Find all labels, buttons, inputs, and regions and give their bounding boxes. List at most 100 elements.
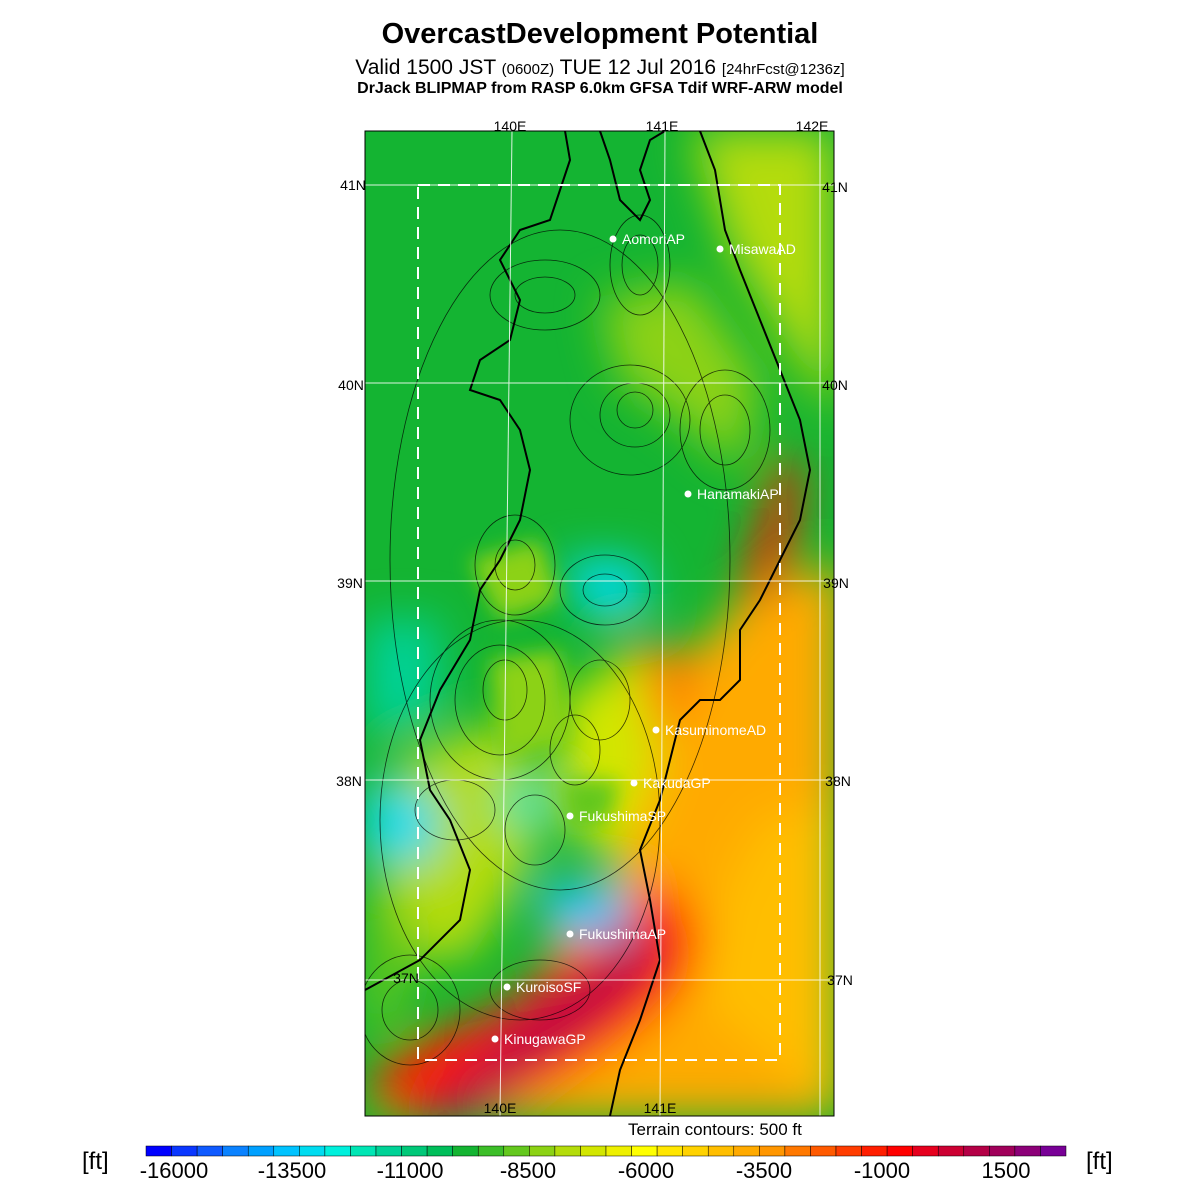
colorbar-unit-right: [ft] [1086, 1148, 1113, 1175]
station-marker [609, 235, 617, 243]
colorbar-swatch [912, 1145, 939, 1157]
colorbar-label: -8500 [499, 1158, 557, 1183]
terrain-contour-note: Terrain contours: 500 ft [628, 1120, 802, 1139]
station-fukushimaap: FukushimaAP [566, 926, 666, 942]
colorbar-swatch [324, 1145, 351, 1157]
colorbar-swatch [401, 1145, 428, 1157]
lon-label-142e-top: 142E [796, 118, 829, 134]
lat-lon-grid [365, 131, 834, 1116]
lon-label-140e-bottom: 140E [484, 1100, 517, 1116]
station-kakudagp: KakudaGP [630, 775, 711, 791]
colorbar-swatch [554, 1145, 581, 1157]
colorbar-swatch [503, 1145, 530, 1157]
station-fukushimasp: FukushimaSP [566, 808, 666, 824]
model-description: DrJack BLIPMAP from RASP 6.0km GFSA Tdif… [357, 80, 843, 97]
colorbar-label: 1500 [981, 1158, 1031, 1183]
station-marker [684, 490, 692, 498]
lon-label-141e-top: 141E [646, 118, 679, 134]
colorbar-label: -3500 [735, 1158, 793, 1183]
colorbar-swatch [375, 1145, 402, 1157]
valid-time: Valid 1500 JST [355, 56, 496, 79]
valid-time-subtitle: Valid 1500 JST (0600Z) TUE 12 Jul 2016 [… [0, 56, 1200, 80]
colorbar-swatch [580, 1145, 607, 1157]
colorbar-swatch [835, 1145, 862, 1157]
lat-label-40n-left: 40N [338, 377, 364, 393]
station-label: FukushimaAP [579, 926, 666, 942]
colorbar-swatch [707, 1145, 735, 1157]
colorbar-label: -11000 [376, 1158, 444, 1183]
colorbar-swatch [733, 1145, 760, 1157]
colorbar-swatch [605, 1145, 632, 1157]
colorbar-swatch [963, 1145, 990, 1157]
colorbar-swatch [145, 1145, 172, 1157]
lat-label-38n-left: 38N [336, 773, 362, 789]
colorbar-swatch [1014, 1145, 1041, 1157]
grid-labels: 140E 141E 142E 140E 141E 41N 41N 40N 40N… [336, 118, 853, 1116]
colorbar-swatch [886, 1145, 913, 1157]
colorbar-swatch [810, 1145, 837, 1157]
colorbar-label: -1000 [853, 1158, 911, 1183]
colorbar-swatch [529, 1145, 556, 1157]
station-label: HanamakiAP [697, 486, 779, 502]
colorbar-swatch [171, 1145, 198, 1157]
colorbar [145, 1145, 1067, 1157]
station-label: KasuminomeAD [665, 722, 766, 738]
colorbar-swatch [631, 1145, 658, 1157]
terrain-contours [365, 214, 771, 1066]
colorbar-swatch [784, 1145, 811, 1157]
colorbar-swatch [682, 1145, 709, 1157]
colorbar-swatch [477, 1145, 505, 1157]
station-kuroisosf: KuroisoSF [503, 979, 581, 995]
colorbar-label: -13500 [257, 1158, 327, 1183]
valid-date: TUE 12 Jul 2016 [559, 56, 717, 79]
map-title: OvercastDevelopment Potential [381, 18, 819, 50]
lon-label-141e-bottom: 141E [644, 1100, 677, 1116]
station-marker [491, 1035, 499, 1043]
lon-label-140e-top: 140E [494, 118, 527, 134]
station-marker [566, 812, 574, 820]
station-marker [566, 930, 574, 938]
station-aomoriap: AomoriAP [609, 231, 685, 247]
potential-field [365, 131, 834, 1116]
colorbar-swatch [452, 1145, 479, 1157]
inner-domain-box [417, 184, 781, 1061]
station-label: KinugawaGP [504, 1031, 586, 1047]
colorbar-swatch [656, 1145, 683, 1157]
colorbar-swatch [350, 1145, 377, 1157]
station-hanamakiap: HanamakiAP [684, 486, 779, 502]
colorbar-swatch [861, 1145, 888, 1157]
coastline [365, 131, 812, 1116]
station-kinugawagp: KinugawaGP [491, 1031, 586, 1047]
station-marker [716, 245, 724, 253]
lat-label-41n-right: 41N [822, 179, 848, 195]
station-misawaad: MisawaAD [716, 241, 796, 257]
station-marker [630, 779, 638, 787]
stations: AomoriAP MisawaAD HanamakiAP KasuminomeA… [491, 231, 796, 1047]
lat-label-37n-left: 37N [393, 970, 419, 986]
colorbar-swatch [222, 1145, 249, 1157]
map-frame [364, 130, 835, 1117]
utc-time: (0600Z) [501, 61, 555, 78]
station-marker [503, 983, 511, 991]
lat-label-37n-right: 37N [827, 972, 853, 988]
colorbar-label: -16000 [139, 1158, 209, 1183]
lat-label-38n-right: 38N [825, 773, 851, 789]
colorbar-unit-left: [ft] [82, 1148, 109, 1175]
lat-label-39n-right: 39N [823, 575, 849, 591]
colorbar-swatch [299, 1145, 326, 1157]
lat-label-41n-left: 41N [340, 177, 366, 193]
colorbar-label: -6000 [617, 1158, 675, 1183]
station-label: FukushimaSP [579, 808, 666, 824]
station-label: KakudaGP [643, 775, 711, 791]
colorbar-swatch [273, 1145, 300, 1157]
station-marker [652, 726, 660, 734]
station-kasuminomead: KasuminomeAD [652, 722, 766, 738]
station-label: AomoriAP [622, 231, 685, 247]
lat-label-39n-left: 39N [337, 575, 363, 591]
colorbar-swatch [1040, 1145, 1067, 1157]
station-label: KuroisoSF [516, 979, 581, 995]
station-label: MisawaAD [729, 241, 796, 257]
colorbar-swatch [937, 1145, 965, 1157]
colorbar-swatch [759, 1145, 786, 1157]
